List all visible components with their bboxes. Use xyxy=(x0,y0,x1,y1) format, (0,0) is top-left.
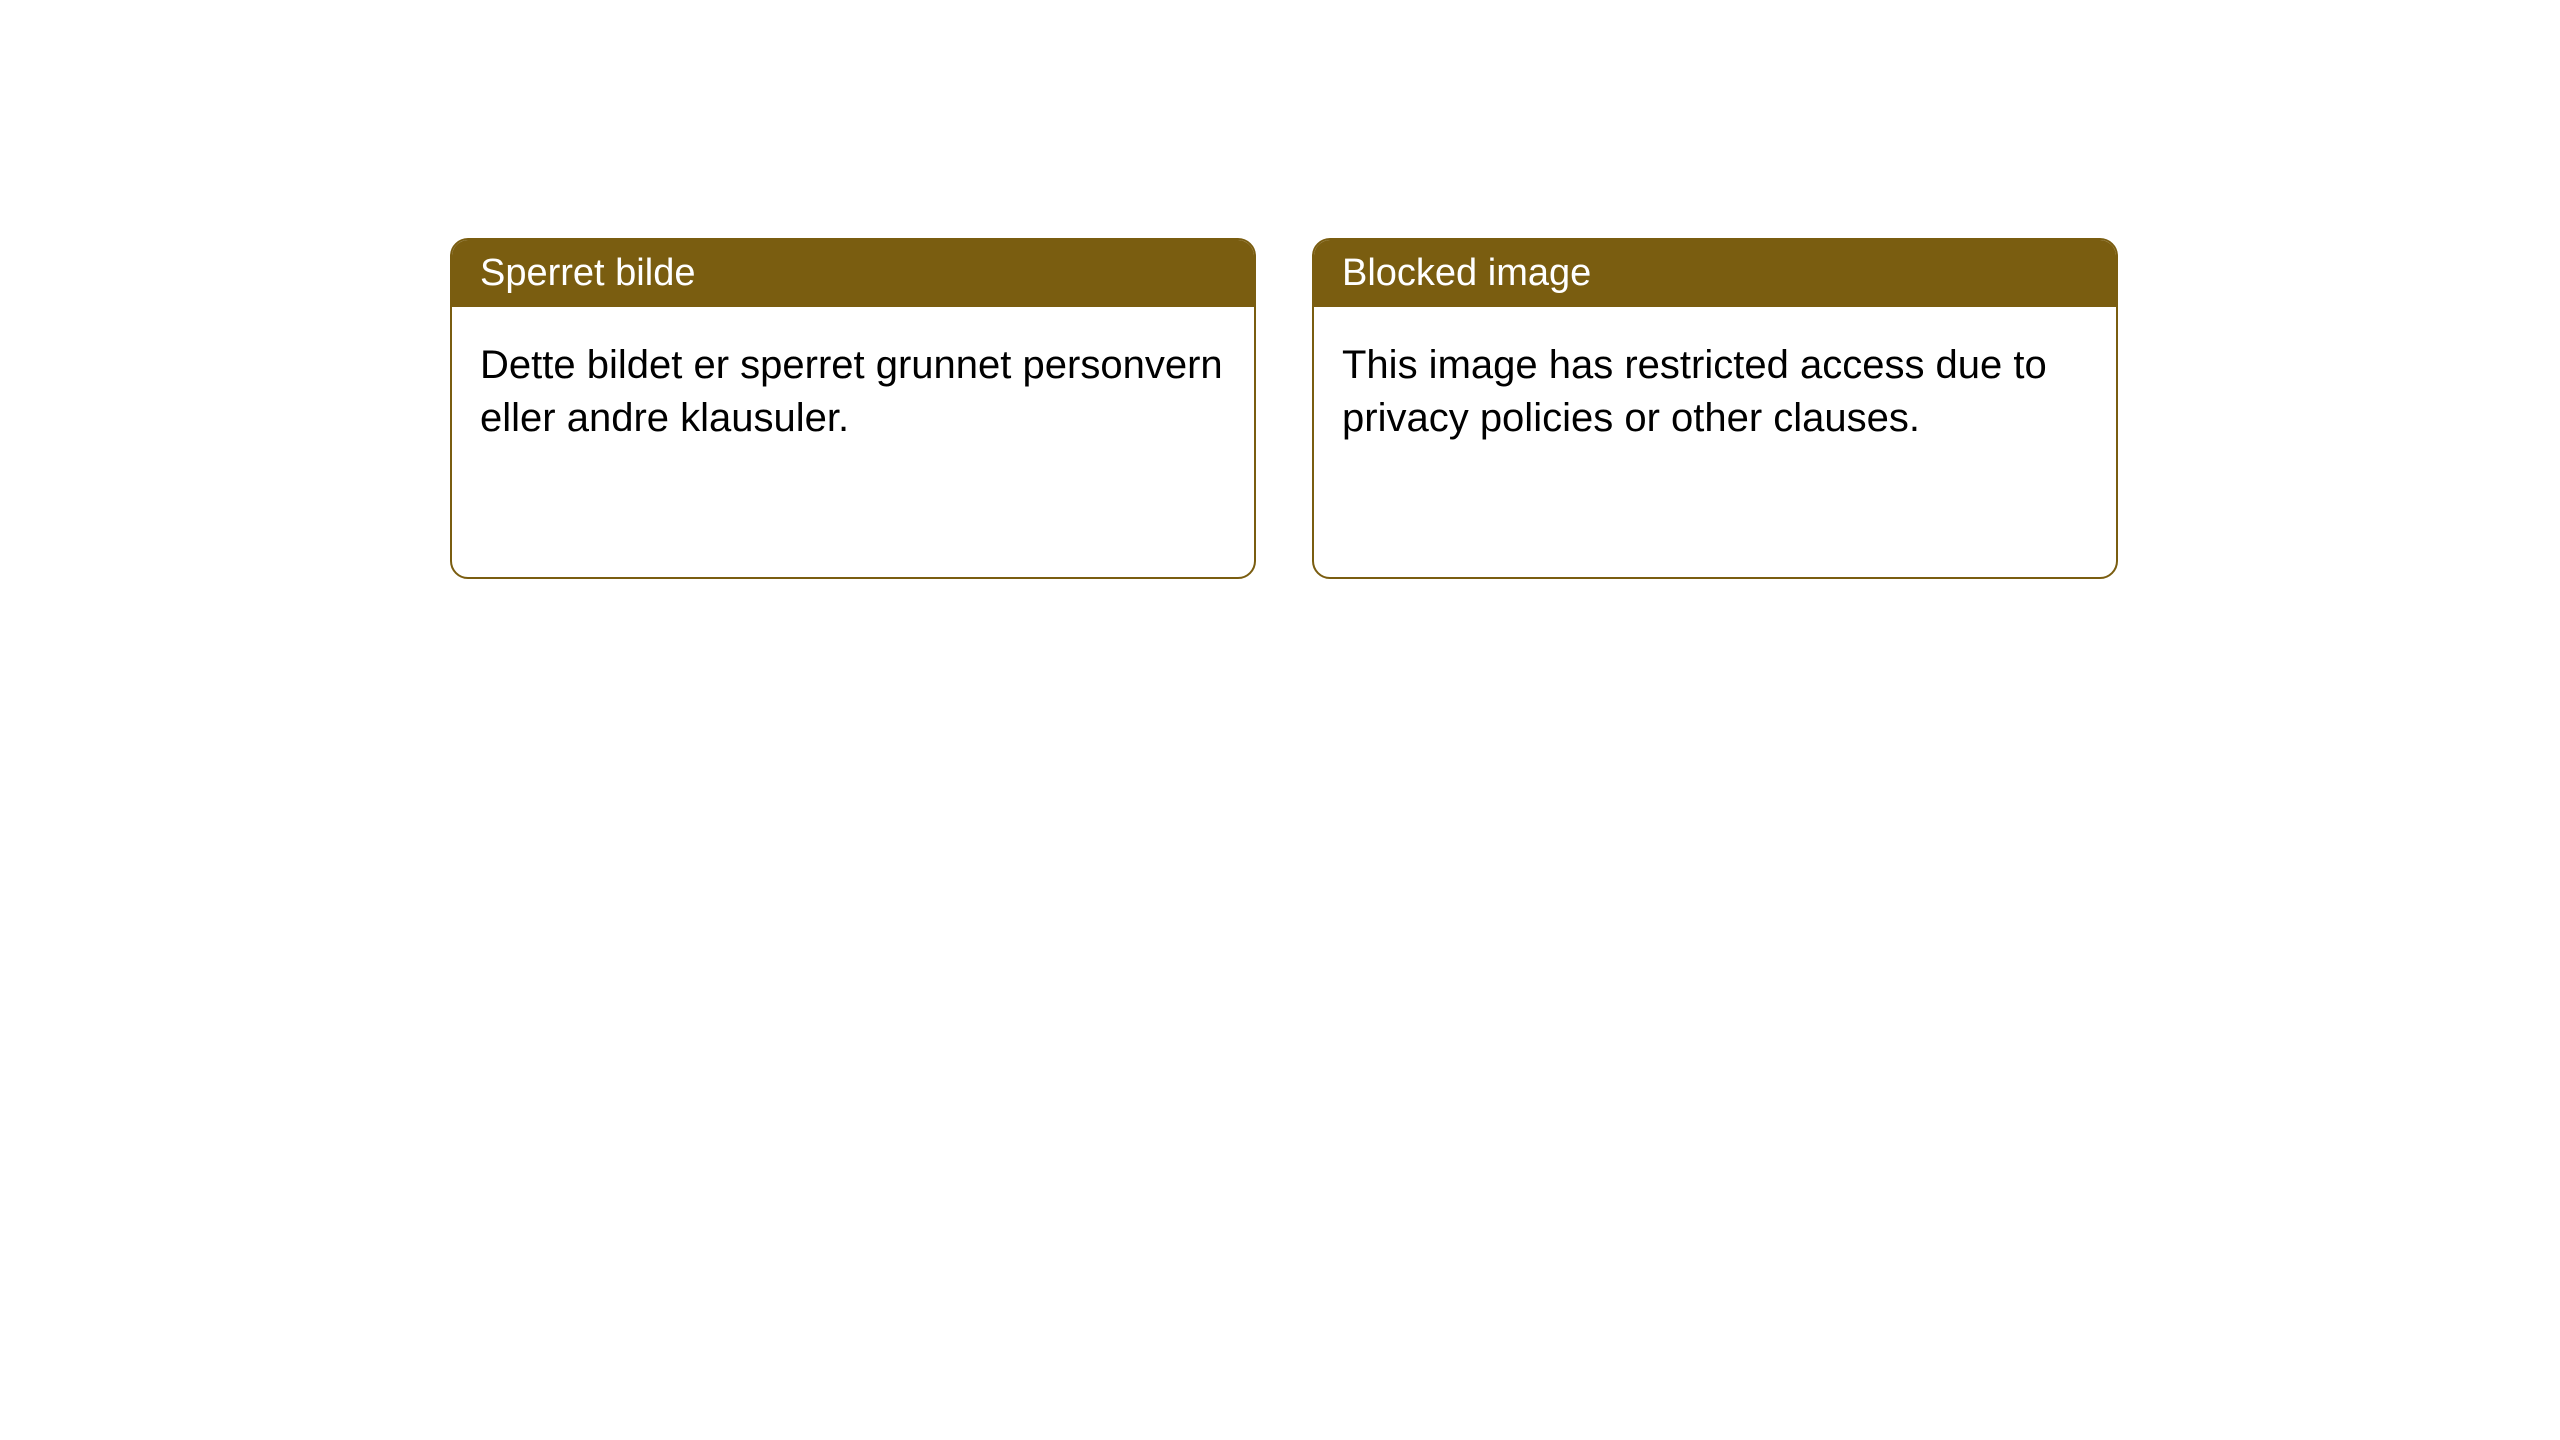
card-header: Sperret bilde xyxy=(452,240,1254,307)
blocked-image-card-no: Sperret bilde Dette bildet er sperret gr… xyxy=(450,238,1256,579)
card-body-text: Dette bildet er sperret grunnet personve… xyxy=(480,343,1223,440)
card-title: Blocked image xyxy=(1342,252,1591,294)
card-body: This image has restricted access due to … xyxy=(1314,307,2116,577)
card-body-text: This image has restricted access due to … xyxy=(1342,343,2047,440)
notice-container: Sperret bilde Dette bildet er sperret gr… xyxy=(0,0,2560,579)
card-header: Blocked image xyxy=(1314,240,2116,307)
card-title: Sperret bilde xyxy=(480,252,695,294)
card-body: Dette bildet er sperret grunnet personve… xyxy=(452,307,1254,577)
blocked-image-card-en: Blocked image This image has restricted … xyxy=(1312,238,2118,579)
